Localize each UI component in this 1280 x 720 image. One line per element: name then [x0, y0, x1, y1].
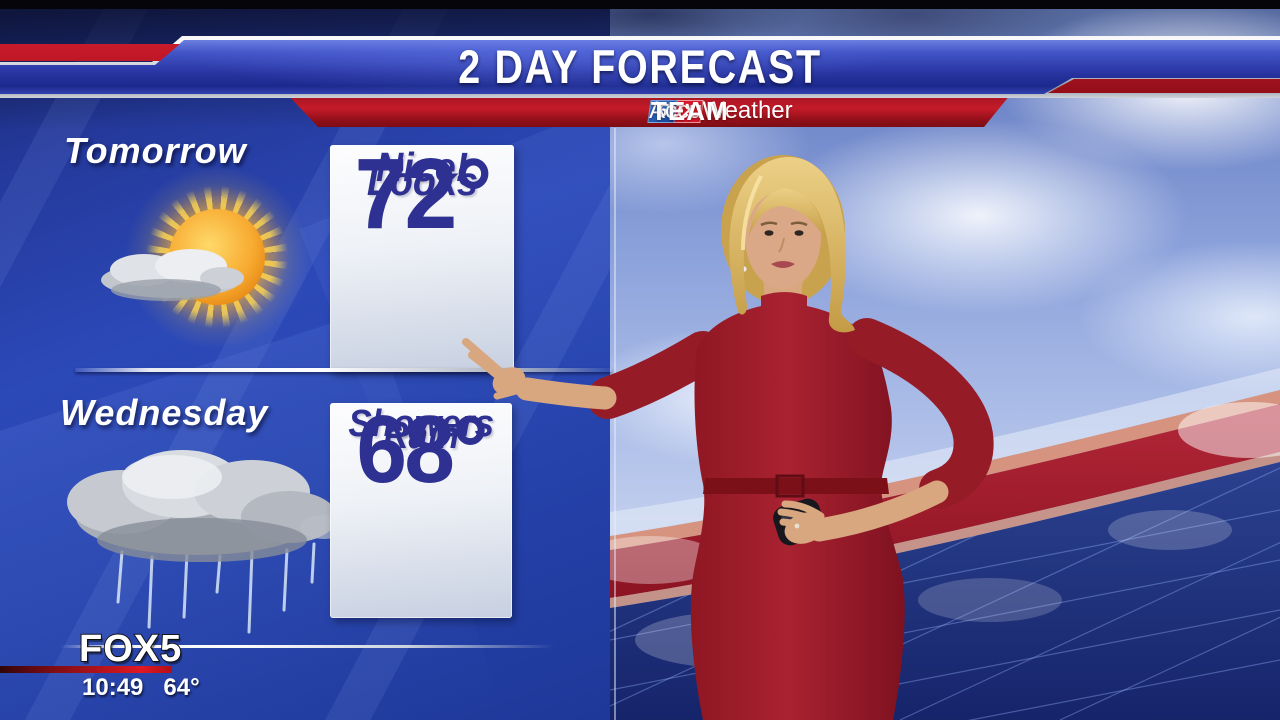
- banner-red-stripe-left: [0, 44, 180, 61]
- dress-belt: [703, 478, 889, 494]
- day2-label: Wednesday: [60, 392, 269, 433]
- team-wordmark: TEAM: [651, 95, 729, 126]
- forecast-panel-day1: Looks Nice! 72°: [330, 138, 514, 372]
- face-features: [760, 221, 808, 268]
- brand-band: FOX 5 AccuWeather TEAM: [288, 95, 1010, 127]
- page-title: 2 DAY FORECAST: [458, 39, 822, 93]
- rain-cloud-icon: [67, 450, 344, 634]
- day1-temperature: 72°: [354, 138, 492, 250]
- weather-presenter: [462, 155, 994, 720]
- current-temp: 64°: [163, 674, 200, 701]
- station-logo: FOX5: [78, 627, 183, 671]
- title-banner: 2 DAY FORECAST: [0, 0, 1280, 98]
- letterbox-bar: [0, 0, 1280, 9]
- bug-silver-line: [60, 645, 555, 648]
- time-temp-bug: 10:49 64°: [82, 674, 200, 702]
- banner-red-stripe-right: [1048, 79, 1280, 93]
- current-time: 10:49: [82, 674, 144, 701]
- day1-label: Tomorrow: [64, 130, 247, 171]
- rain-streaks: [116, 542, 316, 634]
- day2-temperature: 68°: [356, 396, 488, 503]
- bug-red-bar: [0, 666, 172, 673]
- small-cloud-icon: [101, 249, 244, 301]
- day1-condition-line2: Nice!: [375, 144, 469, 190]
- day2-condition-line1: Rain: [383, 415, 459, 457]
- accuweather-wordmark: AccuWeather: [649, 97, 793, 124]
- belt-buckle: [775, 474, 805, 498]
- day1-condition-line1: Looks: [366, 158, 478, 204]
- pointing-arm: [462, 331, 724, 419]
- section-divider: [75, 368, 612, 372]
- forecast-panel-day2: Rain Showers 68°: [330, 396, 512, 618]
- hair-front: [729, 157, 855, 333]
- clicker-arm: [773, 318, 994, 546]
- day2-condition-line2: Showers: [348, 403, 494, 445]
